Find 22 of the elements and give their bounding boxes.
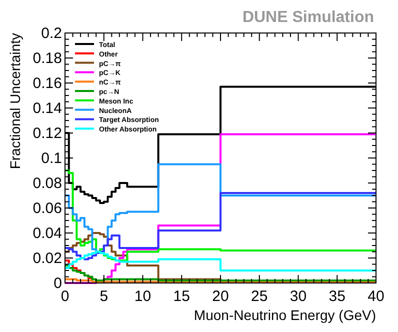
text: DUNE Simulation [242, 9, 374, 26]
y-tick-label: 0.14 [32, 100, 62, 117]
y-tick-label: 0.08 [32, 175, 62, 192]
y-tick-label: 0.06 [32, 200, 62, 217]
x-tick-label: 15 [173, 288, 190, 305]
y-tick-label: 0 [54, 275, 62, 292]
x-axis-title: Muon-Neutrino Energy (GeV) [194, 307, 376, 323]
y-tick-label: 0.02 [32, 250, 62, 267]
x-tick-label: 30 [290, 288, 307, 305]
y-tick-label: 0.04 [32, 225, 62, 242]
y-tick-label: 0.1 [41, 150, 62, 167]
y-tick-label: 0.12 [32, 125, 62, 142]
y-tick-label: 0.2 [41, 25, 62, 42]
y-axis-title: Fractional Uncertainty [7, 33, 23, 170]
y-tick-label: 0.16 [32, 75, 62, 92]
x-tick-label: 40 [368, 288, 384, 305]
x-tick-label: 25 [251, 288, 268, 305]
x-tick-label: 35 [328, 288, 346, 305]
x-tick-label: 5 [100, 288, 108, 305]
y-tick-label: 0.18 [32, 50, 62, 67]
x-tick-label: 20 [212, 288, 229, 305]
x-tick-label: 10 [134, 288, 152, 305]
